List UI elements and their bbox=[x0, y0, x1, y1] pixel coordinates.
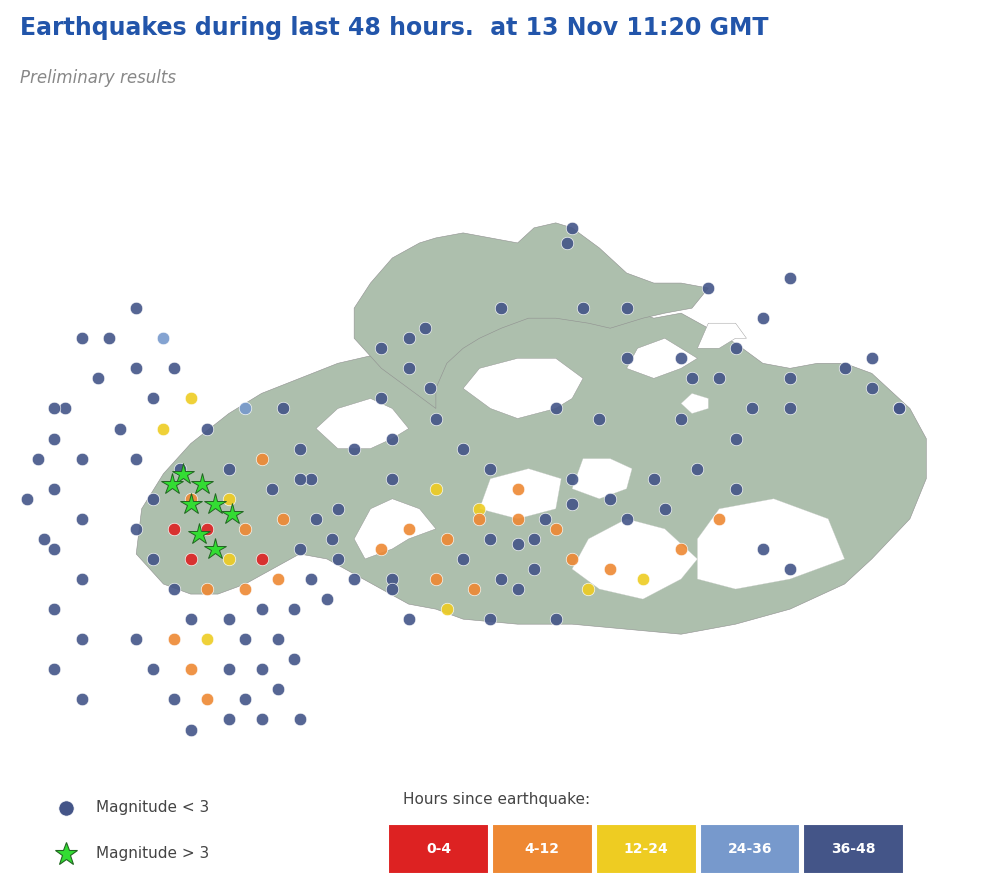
FancyBboxPatch shape bbox=[596, 824, 697, 874]
Text: Hours since earthquake:: Hours since earthquake: bbox=[403, 792, 591, 807]
Text: 24-36: 24-36 bbox=[728, 842, 772, 856]
Polygon shape bbox=[698, 499, 845, 589]
FancyBboxPatch shape bbox=[700, 824, 800, 874]
FancyBboxPatch shape bbox=[388, 824, 489, 874]
Polygon shape bbox=[681, 393, 709, 414]
Polygon shape bbox=[573, 519, 698, 599]
Polygon shape bbox=[354, 223, 709, 408]
Polygon shape bbox=[627, 338, 698, 378]
Text: Preliminary results: Preliminary results bbox=[20, 69, 176, 87]
Polygon shape bbox=[698, 323, 747, 348]
Text: 4-12: 4-12 bbox=[525, 842, 559, 856]
Polygon shape bbox=[480, 469, 561, 519]
Text: Magnitude < 3: Magnitude < 3 bbox=[96, 800, 209, 815]
FancyBboxPatch shape bbox=[492, 824, 593, 874]
Text: 0-4: 0-4 bbox=[426, 842, 451, 856]
FancyBboxPatch shape bbox=[803, 824, 904, 874]
Polygon shape bbox=[317, 399, 408, 448]
Text: 12-24: 12-24 bbox=[624, 842, 668, 856]
Text: Magnitude > 3: Magnitude > 3 bbox=[96, 846, 209, 861]
Text: Earthquakes during last 48 hours.  at 13 Nov 11:20 GMT: Earthquakes during last 48 hours. at 13 … bbox=[20, 16, 768, 40]
Polygon shape bbox=[354, 499, 435, 559]
Polygon shape bbox=[573, 459, 632, 499]
Text: 36-48: 36-48 bbox=[832, 842, 876, 856]
Polygon shape bbox=[136, 303, 926, 634]
Polygon shape bbox=[463, 358, 583, 418]
